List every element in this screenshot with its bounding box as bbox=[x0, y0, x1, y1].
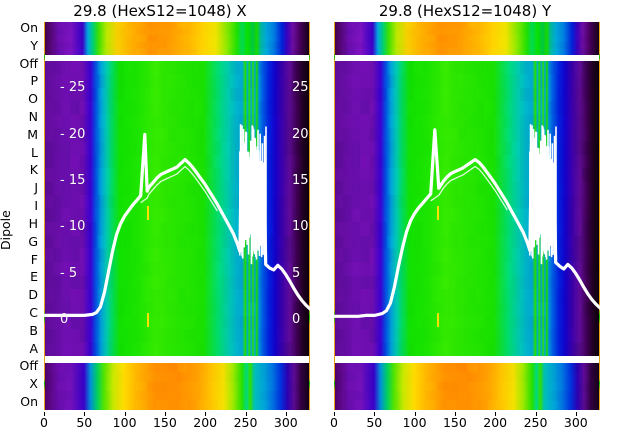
secondary-axis-tick-20: 20 bbox=[292, 126, 309, 142]
heatmap-top-strip bbox=[334, 22, 600, 55]
x-tick-mark-250 bbox=[535, 412, 537, 416]
x-tick-label-100: 100 bbox=[402, 415, 427, 430]
category-tick-y-1: Y bbox=[30, 37, 38, 53]
x-tick-label-100: 100 bbox=[112, 415, 137, 430]
x-tick-label-50: 50 bbox=[366, 415, 383, 430]
category-tick-o-4: O bbox=[28, 91, 38, 107]
heatmap-main-field bbox=[44, 61, 310, 356]
heatmap-bottom-strip bbox=[44, 363, 310, 410]
x-axis-y[interactable]: 0 50 100 150 200 250 300 bbox=[330, 412, 600, 438]
inplot-marker bbox=[147, 206, 150, 220]
category-tick-x-20: X bbox=[29, 376, 38, 392]
x-tick-mark-50 bbox=[84, 412, 86, 416]
x-tick-label-150: 150 bbox=[442, 415, 467, 430]
heatmap-gap-upper bbox=[44, 55, 310, 61]
category-tick-a-18: A bbox=[29, 340, 38, 356]
x-tick-mark-200 bbox=[495, 412, 497, 416]
secondary-axis-tick-15: 15 bbox=[292, 172, 309, 188]
category-tick-off-2: Off bbox=[19, 55, 38, 71]
x-tick-label-250: 250 bbox=[523, 415, 548, 430]
x-tick-label-200: 200 bbox=[193, 415, 218, 430]
category-tick-off-19: Off bbox=[19, 358, 38, 374]
category-tick-f-13: F bbox=[30, 251, 38, 267]
x-tick-label-300: 300 bbox=[563, 415, 588, 430]
heatmap-gap-lower bbox=[334, 356, 600, 363]
category-tick-b-17: B bbox=[29, 322, 38, 338]
category-tick-h-11: H bbox=[28, 215, 38, 231]
panel-y: 29.8 (HexS12=1048) Y OnYOffPONMLKJIHGFED… bbox=[320, 0, 640, 440]
category-tick-l-7: L bbox=[31, 144, 38, 160]
secondary-axis-tick-10: 10 bbox=[292, 219, 309, 235]
inplot-marker bbox=[147, 313, 150, 327]
x-tick-label-50: 50 bbox=[76, 415, 93, 430]
x-tick-label-250: 250 bbox=[233, 415, 258, 430]
x-tick-label-300: 300 bbox=[273, 415, 298, 430]
x-tick-mark-50 bbox=[374, 412, 376, 416]
category-tick-c-16: C bbox=[29, 304, 38, 320]
category-tick-on-21: On bbox=[20, 394, 38, 409]
plot-right-edge-line bbox=[309, 22, 310, 410]
panel-x-title: 29.8 (HexS12=1048) X bbox=[73, 2, 247, 20]
trace-noise-burst bbox=[239, 124, 267, 265]
x-tick-mark-150 bbox=[454, 412, 456, 416]
x-tick-mark-0 bbox=[334, 412, 335, 416]
heatmap-top-strip-texture bbox=[44, 22, 310, 55]
secondary-axis-tick-5: 5 bbox=[292, 265, 301, 281]
plot-area-x[interactable] bbox=[44, 22, 310, 410]
plot-left-edge-line bbox=[44, 22, 45, 410]
secondary-axis-tick-0: 0 bbox=[60, 312, 69, 327]
plot-right-edge-line bbox=[599, 22, 600, 410]
x-axis-x[interactable]: 0 50 100 150 200 250 300 bbox=[40, 412, 310, 438]
inplot-marker bbox=[437, 313, 440, 327]
category-tick-d-15: D bbox=[28, 287, 38, 303]
category-tick-m-6: M bbox=[27, 126, 38, 142]
x-tick-mark-100 bbox=[124, 412, 126, 416]
inplot-marker bbox=[437, 206, 440, 220]
category-tick-on-0: On bbox=[20, 20, 38, 35]
secondary-axis-tick-15: - 15 bbox=[60, 172, 86, 188]
heatmap-bottom-strip-texture bbox=[334, 363, 600, 410]
heatmap-top-strip-texture bbox=[334, 22, 600, 55]
trace-noise-burst bbox=[529, 124, 557, 265]
x-tick-mark-300 bbox=[575, 412, 577, 416]
secondary-axis-tick-25: 25 bbox=[292, 80, 309, 96]
plot-left-edge-line bbox=[334, 22, 335, 410]
category-tick-n-5: N bbox=[28, 109, 38, 125]
x-tick-mark-300 bbox=[285, 412, 287, 416]
category-tick-k-8: K bbox=[29, 162, 38, 178]
overlay-trace bbox=[334, 124, 600, 318]
panel-x: 29.8 (HexS12=1048) X On Y Off P O N M L K J I H G F E D… bbox=[19, 2, 310, 438]
x-tick-label-150: 150 bbox=[152, 415, 177, 430]
heatmap-top-strip bbox=[44, 22, 310, 55]
heatmap-bottom-strip-texture bbox=[44, 363, 310, 410]
overlay-trace bbox=[44, 124, 310, 317]
category-tick-i-10: I bbox=[34, 198, 38, 214]
x-tick-label-200: 200 bbox=[483, 415, 508, 430]
x-tick-mark-0 bbox=[44, 412, 45, 416]
category-tick-e-14: E bbox=[30, 269, 38, 285]
secondary-axis-tick-25: - 25 bbox=[60, 80, 86, 96]
x-tick-label-0: 0 bbox=[330, 415, 338, 430]
x-tick-label-0: 0 bbox=[40, 415, 48, 430]
x-tick-mark-250 bbox=[245, 412, 247, 416]
x-tick-mark-200 bbox=[205, 412, 207, 416]
x-tick-mark-100 bbox=[414, 412, 416, 416]
panel-y-title: 29.8 (HexS12=1048) Y bbox=[378, 2, 552, 20]
x-tick-mark-150 bbox=[164, 412, 166, 416]
heatmap-bottom-strip bbox=[334, 363, 600, 410]
heatmap-gap-upper bbox=[334, 55, 600, 61]
plot-area-y[interactable] bbox=[334, 22, 600, 410]
secondary-axis-tick-20: - 20 bbox=[60, 126, 86, 142]
secondary-axis-tick-5: - 5 bbox=[60, 265, 78, 281]
category-tick-g-12: G bbox=[28, 233, 38, 249]
category-tick-p-3: P bbox=[30, 73, 38, 89]
secondary-axis-tick-10: - 10 bbox=[60, 219, 86, 235]
secondary-axis-tick-0: 0 bbox=[292, 312, 301, 327]
category-tick-j-9: J bbox=[34, 180, 38, 196]
heatmap-gap-lower bbox=[44, 356, 310, 363]
